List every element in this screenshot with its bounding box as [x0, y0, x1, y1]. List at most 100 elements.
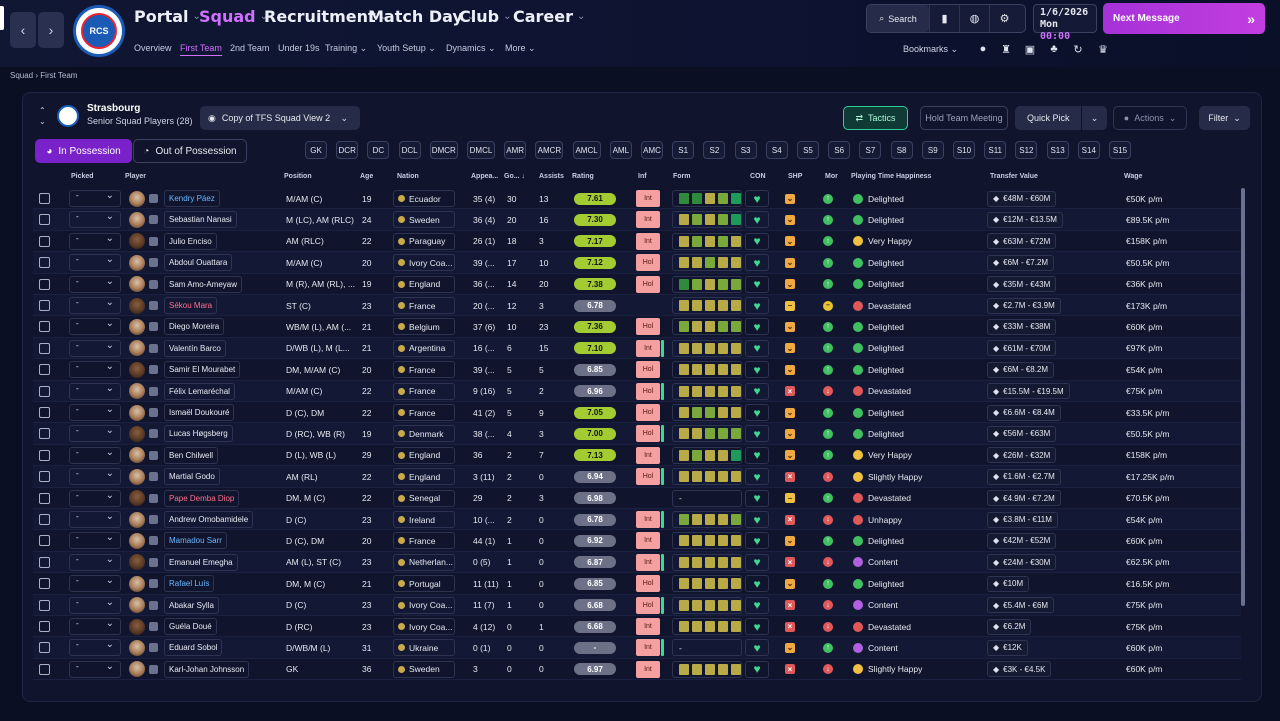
select-checkbox[interactable] — [39, 214, 50, 226]
picked-select[interactable]: - — [69, 511, 121, 528]
breadcrumb-squad[interactable]: Squad — [10, 71, 34, 80]
player-name[interactable]: Guéla Doué — [164, 618, 217, 635]
actions-button[interactable]: ● Actions ⌄ — [1113, 106, 1187, 130]
picked-select[interactable]: - — [69, 596, 121, 614]
col-inf[interactable]: Inf — [638, 173, 647, 180]
nation-badge[interactable]: England — [393, 275, 455, 293]
col-nation[interactable]: Nation — [397, 173, 419, 180]
transfer-value[interactable]: ◆ €5.4M - €6M — [987, 597, 1055, 614]
hold-team-meeting-button[interactable]: Hold Team Meeting — [920, 106, 1008, 130]
select-checkbox[interactable] — [39, 300, 50, 311]
menu-0[interactable]: Portal ⌄ — [134, 7, 201, 26]
submenu-item-2[interactable]: 2nd Team — [230, 43, 270, 53]
select-checkbox[interactable] — [39, 278, 50, 290]
picked-select[interactable]: - — [69, 275, 121, 293]
nation-badge[interactable]: Belgium — [393, 318, 455, 336]
transfer-value[interactable]: ◆ €42M - €52M — [987, 532, 1057, 549]
select-checkbox[interactable] — [39, 471, 50, 483]
submenu-item-0[interactable]: Overview — [134, 43, 172, 53]
transfer-value[interactable]: ◆ €6.2M — [987, 618, 1032, 635]
picked-select[interactable]: - — [69, 232, 121, 250]
player-name[interactable]: Abdoul Ouattara — [164, 254, 233, 272]
select-checkbox[interactable] — [39, 556, 50, 568]
transfer-value[interactable]: ◆ €2.7M - €3.9M — [987, 297, 1061, 314]
picked-select[interactable]: - — [69, 553, 121, 571]
picked-select[interactable]: - — [69, 404, 121, 421]
position-button-s7[interactable]: S7 — [859, 141, 882, 159]
date-display[interactable]: 1/6/2026 Mon 00:00 — [1033, 4, 1097, 42]
picked-select[interactable]: - — [69, 660, 121, 678]
nation-badge[interactable]: England — [393, 446, 455, 464]
picked-select[interactable]: - — [69, 446, 121, 464]
position-button-dcl[interactable]: DCL — [398, 141, 421, 159]
col-shp[interactable]: SHP — [788, 173, 803, 180]
search-button[interactable]: ⌕ Search — [867, 5, 929, 32]
transfer-value[interactable]: ◆ €15.5M - €19.5M — [987, 383, 1070, 400]
transfer-value[interactable]: ◆ €4.9M - €7.2M — [987, 490, 1061, 507]
col-goals[interactable]: Go... ↓ — [504, 173, 525, 180]
scrollbar[interactable] — [1241, 188, 1245, 606]
submenu-item-6[interactable]: Dynamics ⌄ — [446, 43, 496, 53]
select-checkbox[interactable] — [39, 385, 50, 397]
position-button-s5[interactable]: S5 — [797, 141, 819, 159]
filter-button[interactable]: Filter ⌄ — [1199, 106, 1250, 130]
picked-select[interactable]: - — [69, 190, 121, 207]
notifications-icon[interactable]: ● — [979, 43, 987, 55]
select-checkbox[interactable] — [39, 321, 50, 333]
select-checkbox[interactable] — [39, 407, 50, 418]
select-checkbox[interactable] — [39, 342, 50, 354]
nation-badge[interactable]: Ivory Coa... — [393, 254, 455, 272]
nation-badge[interactable]: Ivory Coa... — [393, 596, 455, 614]
bookmark-button[interactable]: ▮ — [929, 5, 959, 32]
col-appearances[interactable]: Appea... — [471, 173, 499, 180]
picked-select[interactable]: - — [69, 532, 121, 550]
col-player[interactable]: Player — [125, 173, 147, 180]
select-checkbox[interactable] — [39, 599, 50, 611]
col-position[interactable]: Position — [284, 173, 312, 180]
transfer-value[interactable]: ◆ €26M - €32M — [987, 447, 1057, 464]
menu-4[interactable]: Club ⌄ — [459, 7, 511, 26]
menu-5[interactable]: Career ⌄ — [513, 7, 585, 26]
position-button-s14[interactable]: S14 — [1077, 141, 1100, 159]
nation-badge[interactable]: Sweden — [393, 660, 455, 678]
nation-badge[interactable]: Ecuador — [393, 190, 455, 207]
select-checkbox[interactable] — [39, 364, 50, 376]
nation-badge[interactable]: Denmark — [393, 425, 455, 443]
breadcrumb-first-team[interactable]: First Team — [40, 71, 78, 80]
nation-badge[interactable]: Paraguay — [393, 232, 455, 250]
select-checkbox[interactable] — [39, 663, 50, 675]
col-happiness[interactable]: Playing Time Happiness — [851, 173, 932, 180]
picked-select[interactable]: - — [69, 489, 121, 507]
collapse-toggle[interactable]: ⌃ ⌄ — [39, 105, 46, 127]
col-picked[interactable]: Picked — [71, 173, 94, 180]
position-button-aml[interactable]: AML — [609, 141, 632, 159]
position-button-s2[interactable]: S2 — [703, 141, 726, 159]
in-possession-tab[interactable]: ◕ In Possession — [35, 139, 132, 163]
position-button-amr[interactable]: AMR — [504, 141, 527, 159]
col-form[interactable]: Form — [673, 173, 691, 180]
transfer-value[interactable]: ◆ €61M - €70M — [987, 340, 1057, 357]
col-rating[interactable]: Rating — [572, 173, 594, 180]
tactics-button[interactable]: ⇄ Tactics — [843, 106, 908, 130]
position-button-s10[interactable]: S10 — [953, 141, 975, 159]
nation-badge[interactable]: France — [393, 532, 455, 550]
position-button-dmcr[interactable]: DMCR — [429, 141, 458, 159]
player-name[interactable]: Ismaël Doukouré — [164, 404, 235, 421]
col-assists[interactable]: Assists — [539, 173, 564, 180]
menu-2[interactable]: Recruitment ⌄ — [264, 7, 388, 26]
position-button-s1[interactable]: S1 — [672, 141, 695, 159]
select-checkbox[interactable] — [39, 492, 50, 504]
player-name[interactable]: Emanuel Emegha — [164, 553, 238, 571]
picked-select[interactable]: - — [69, 254, 121, 272]
select-checkbox[interactable] — [39, 449, 50, 461]
position-button-s13[interactable]: S13 — [1046, 141, 1069, 159]
select-checkbox[interactable] — [39, 257, 50, 269]
select-checkbox[interactable] — [39, 642, 50, 654]
team-icon[interactable]: ♣ — [1050, 43, 1058, 55]
position-button-s3[interactable]: S3 — [734, 141, 757, 159]
view-selector[interactable]: ◉ Copy of TFS Squad View 2 ⌄ — [200, 106, 360, 130]
picked-select[interactable]: - — [69, 361, 121, 379]
refresh-icon[interactable]: ↻ — [1073, 43, 1083, 56]
position-button-amcr[interactable]: AMCR — [535, 141, 564, 159]
document-icon[interactable]: ▣ — [1024, 43, 1036, 56]
